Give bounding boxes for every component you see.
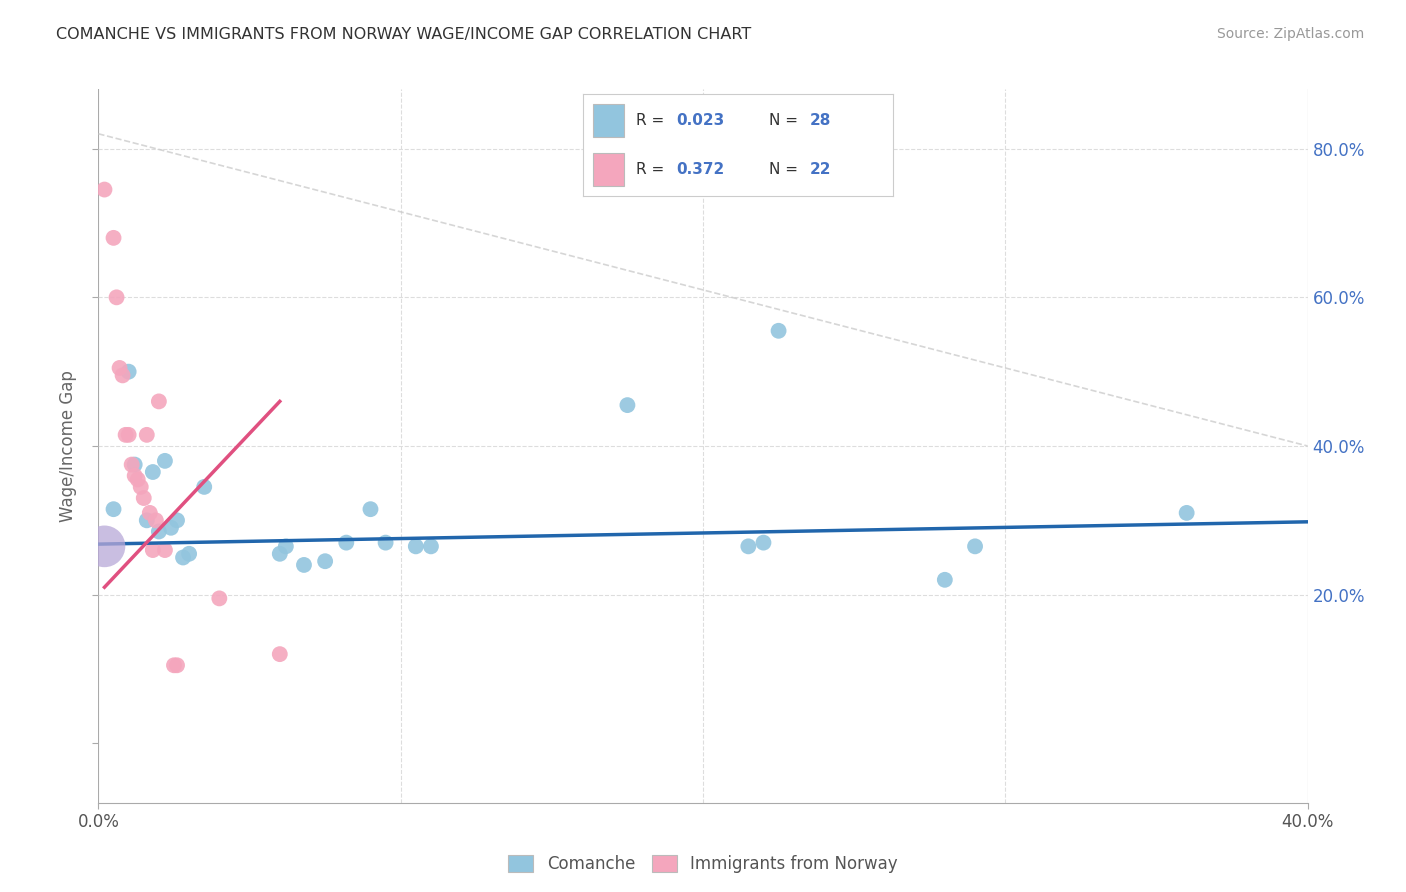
- Point: [124, 468, 146, 483]
- Point: [93, 539, 115, 553]
- Text: 22: 22: [810, 162, 831, 178]
- Point: [752, 535, 775, 549]
- Point: [135, 513, 157, 527]
- Point: [148, 524, 170, 539]
- Point: [118, 365, 141, 379]
- Legend: Comanche, Immigrants from Norway: Comanche, Immigrants from Norway: [502, 848, 904, 880]
- Point: [616, 398, 638, 412]
- Point: [314, 554, 336, 568]
- Point: [93, 182, 115, 196]
- Point: [142, 465, 165, 479]
- Point: [269, 647, 291, 661]
- Point: [1175, 506, 1198, 520]
- Point: [768, 324, 790, 338]
- Point: [160, 521, 183, 535]
- FancyBboxPatch shape: [593, 153, 624, 186]
- Point: [129, 480, 152, 494]
- Point: [179, 547, 201, 561]
- Point: [172, 550, 194, 565]
- Text: COMANCHE VS IMMIGRANTS FROM NORWAY WAGE/INCOME GAP CORRELATION CHART: COMANCHE VS IMMIGRANTS FROM NORWAY WAGE/…: [56, 27, 751, 42]
- Point: [103, 231, 125, 245]
- Point: [274, 539, 297, 553]
- Point: [118, 427, 141, 442]
- Text: Source: ZipAtlas.com: Source: ZipAtlas.com: [1216, 27, 1364, 41]
- Text: R =: R =: [636, 112, 669, 128]
- Point: [374, 535, 396, 549]
- Point: [132, 491, 155, 505]
- Point: [145, 513, 167, 527]
- Point: [166, 658, 188, 673]
- Point: [142, 543, 165, 558]
- Point: [737, 539, 759, 553]
- Point: [108, 360, 131, 375]
- FancyBboxPatch shape: [593, 104, 624, 136]
- Point: [269, 547, 291, 561]
- Text: N =: N =: [769, 112, 803, 128]
- Point: [139, 506, 162, 520]
- Point: [127, 473, 149, 487]
- Text: 0.023: 0.023: [676, 112, 724, 128]
- Point: [163, 658, 186, 673]
- Point: [166, 513, 188, 527]
- Text: N =: N =: [769, 162, 803, 178]
- Point: [105, 290, 128, 304]
- Point: [360, 502, 382, 516]
- Point: [153, 454, 176, 468]
- Text: 28: 28: [810, 112, 831, 128]
- Point: [148, 394, 170, 409]
- Y-axis label: Wage/Income Gap: Wage/Income Gap: [59, 370, 77, 522]
- Point: [124, 458, 146, 472]
- Point: [153, 543, 176, 558]
- Point: [335, 535, 357, 549]
- Point: [193, 480, 215, 494]
- Point: [208, 591, 231, 606]
- Point: [111, 368, 134, 383]
- Text: 0.372: 0.372: [676, 162, 724, 178]
- Point: [934, 573, 956, 587]
- Point: [121, 458, 143, 472]
- Point: [103, 502, 125, 516]
- Point: [114, 427, 136, 442]
- Text: R =: R =: [636, 162, 669, 178]
- Point: [292, 558, 315, 572]
- Point: [135, 427, 157, 442]
- Point: [965, 539, 987, 553]
- Point: [420, 539, 443, 553]
- Point: [405, 539, 427, 553]
